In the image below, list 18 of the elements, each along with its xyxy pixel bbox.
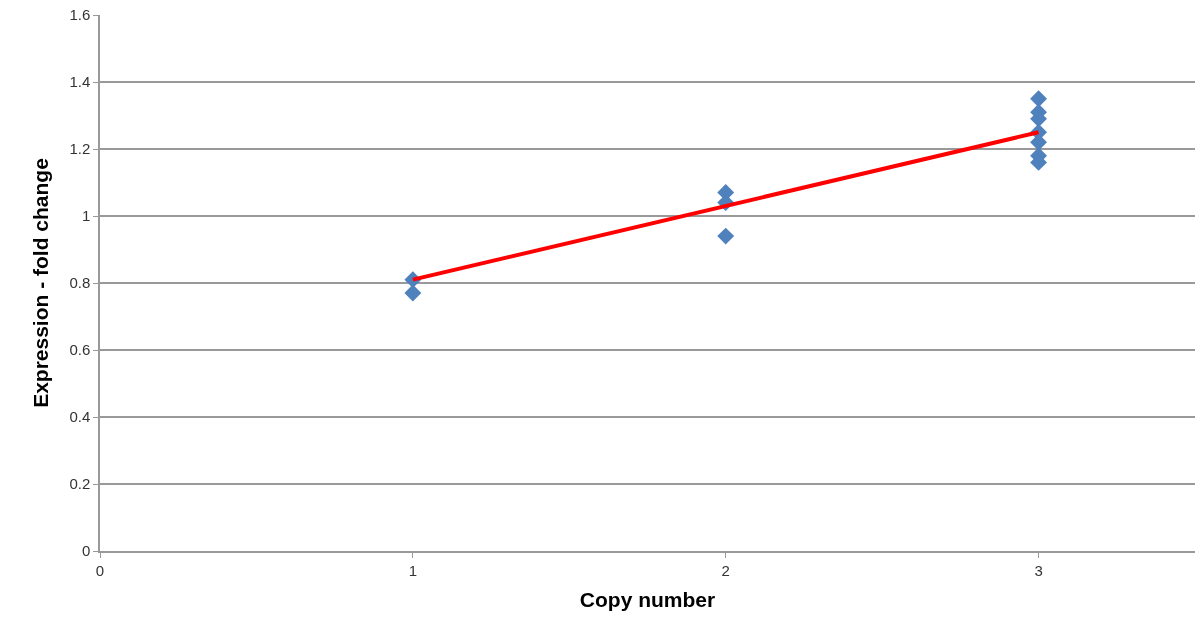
point (404, 284, 422, 302)
x-tick-label: 1 (408, 561, 418, 579)
y-axis-title: Expression - fold change (29, 158, 53, 408)
point (717, 227, 735, 245)
y-tick-label: 1.6 (69, 6, 91, 24)
y-tick-label: 1.4 (69, 73, 91, 91)
x-tick-label: 2 (721, 561, 730, 579)
x-tick-label: 0 (95, 561, 105, 579)
y-tick-label: 1.2 (69, 140, 91, 158)
y-tick-label: 0.4 (69, 408, 91, 426)
x-axis-title: Copy number (579, 588, 716, 612)
y-tick-label: 0.6 (69, 341, 91, 359)
y-tick-label: 1 (81, 207, 91, 225)
y-tick-label: 0.8 (69, 274, 91, 292)
y-tick-label: 0 (81, 542, 91, 560)
x-tick-label: 3 (1034, 561, 1043, 579)
point (1030, 90, 1048, 108)
y-tick-label: 0.2 (69, 475, 91, 493)
